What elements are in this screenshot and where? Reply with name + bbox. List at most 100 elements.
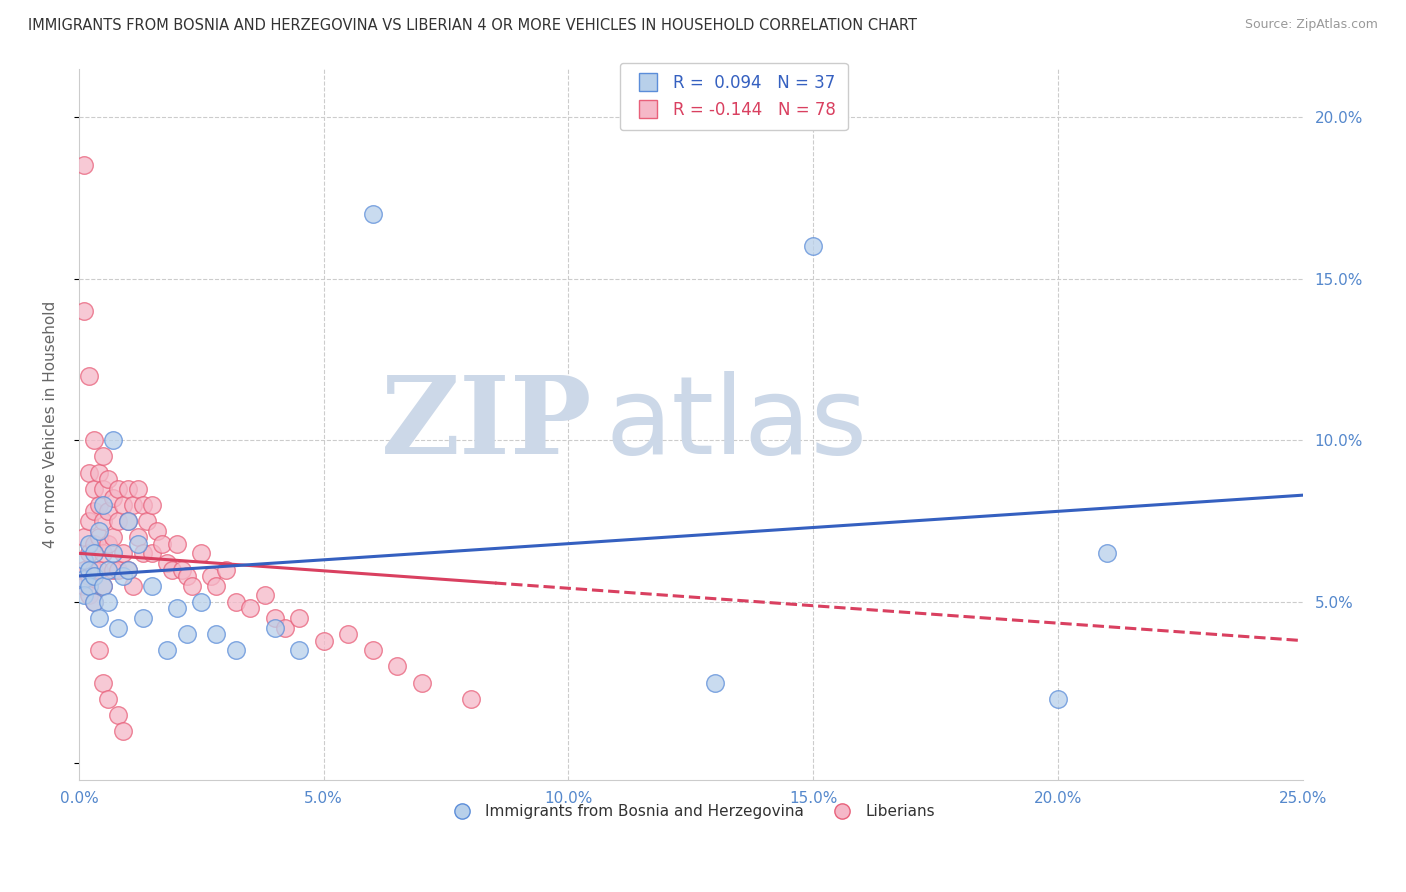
Point	[83, 569, 105, 583]
Point	[361, 207, 384, 221]
Point	[83, 595, 105, 609]
Point	[97, 562, 120, 576]
Point	[170, 562, 193, 576]
Point	[288, 611, 311, 625]
Point	[107, 482, 129, 496]
Point	[263, 621, 285, 635]
Point	[704, 675, 727, 690]
Point	[141, 546, 163, 560]
Point	[73, 159, 96, 173]
Point	[460, 691, 482, 706]
Point	[77, 588, 100, 602]
Point	[83, 546, 105, 560]
Point	[111, 569, 134, 583]
Point	[337, 627, 360, 641]
Y-axis label: 4 or more Vehicles in Household: 4 or more Vehicles in Household	[44, 301, 58, 548]
Point	[225, 643, 247, 657]
Point	[111, 498, 134, 512]
Point	[190, 595, 212, 609]
Point	[180, 579, 202, 593]
Point	[361, 643, 384, 657]
Point	[117, 562, 139, 576]
Text: Source: ZipAtlas.com: Source: ZipAtlas.com	[1244, 18, 1378, 31]
Point	[77, 562, 100, 576]
Point	[97, 595, 120, 609]
Point	[103, 434, 125, 448]
Point	[97, 504, 120, 518]
Point	[111, 546, 134, 560]
Point	[87, 643, 110, 657]
Point	[205, 579, 228, 593]
Point	[73, 562, 96, 576]
Point	[83, 482, 105, 496]
Point	[107, 514, 129, 528]
Point	[93, 450, 115, 464]
Text: atlas: atlas	[605, 371, 868, 477]
Point	[215, 562, 238, 576]
Legend: Immigrants from Bosnia and Herzegovina, Liberians: Immigrants from Bosnia and Herzegovina, …	[441, 798, 941, 825]
Point	[156, 556, 179, 570]
Point	[141, 498, 163, 512]
Point	[801, 239, 824, 253]
Point	[73, 572, 96, 586]
Point	[87, 498, 110, 512]
Point	[411, 675, 433, 690]
Point	[83, 562, 105, 576]
Point	[160, 562, 183, 576]
Point	[263, 611, 285, 625]
Point	[127, 530, 149, 544]
Point	[131, 611, 153, 625]
Point	[117, 514, 139, 528]
Text: IMMIGRANTS FROM BOSNIA AND HERZEGOVINA VS LIBERIAN 4 OR MORE VEHICLES IN HOUSEHO: IMMIGRANTS FROM BOSNIA AND HERZEGOVINA V…	[28, 18, 917, 33]
Point	[97, 472, 120, 486]
Point	[150, 536, 173, 550]
Point	[103, 530, 125, 544]
Point	[77, 368, 100, 383]
Point	[385, 659, 408, 673]
Point	[1046, 691, 1069, 706]
Point	[253, 588, 276, 602]
Point	[200, 569, 222, 583]
Point	[117, 482, 139, 496]
Point	[121, 579, 143, 593]
Point	[83, 536, 105, 550]
Point	[87, 524, 110, 538]
Point	[103, 491, 125, 506]
Point	[93, 579, 115, 593]
Point	[87, 466, 110, 480]
Point	[107, 708, 129, 723]
Point	[131, 546, 153, 560]
Point	[166, 536, 188, 550]
Point	[1095, 546, 1118, 560]
Point	[77, 546, 100, 560]
Point	[87, 611, 110, 625]
Point	[103, 546, 125, 560]
Text: ZIP: ZIP	[381, 371, 593, 477]
Point	[136, 514, 159, 528]
Point	[239, 601, 262, 615]
Point	[117, 514, 139, 528]
Point	[103, 562, 125, 576]
Point	[97, 691, 120, 706]
Point	[156, 643, 179, 657]
Point	[273, 621, 295, 635]
Point	[107, 621, 129, 635]
Point	[77, 569, 100, 583]
Point	[77, 536, 100, 550]
Point	[312, 633, 335, 648]
Point	[77, 514, 100, 528]
Point	[77, 579, 100, 593]
Point	[141, 579, 163, 593]
Point	[111, 724, 134, 739]
Point	[73, 588, 96, 602]
Point	[73, 304, 96, 318]
Point	[93, 579, 115, 593]
Point	[146, 524, 169, 538]
Point	[93, 546, 115, 560]
Point	[127, 482, 149, 496]
Point	[73, 530, 96, 544]
Point	[176, 627, 198, 641]
Point	[288, 643, 311, 657]
Point	[107, 562, 129, 576]
Point	[73, 553, 96, 567]
